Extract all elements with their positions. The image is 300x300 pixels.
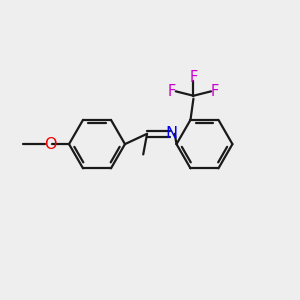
Text: F: F (211, 84, 219, 99)
Text: F: F (168, 84, 176, 99)
Text: O: O (44, 136, 56, 152)
Text: N: N (165, 126, 178, 141)
Text: F: F (189, 70, 198, 85)
